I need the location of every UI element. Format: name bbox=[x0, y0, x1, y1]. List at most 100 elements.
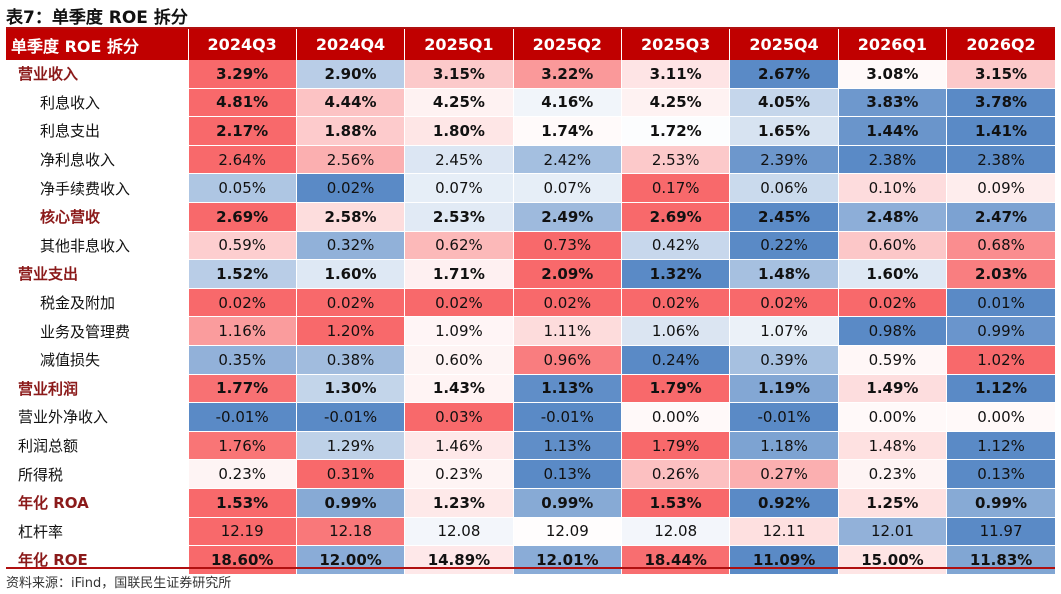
value-cell: 1.18% bbox=[729, 431, 839, 461]
value-cell: 1.12% bbox=[946, 374, 1055, 404]
value-cell: 1.23% bbox=[404, 488, 514, 518]
value-cell: 2.38% bbox=[838, 145, 948, 175]
value-cell: -0.01% bbox=[296, 402, 406, 432]
value-cell: 0.31% bbox=[296, 459, 406, 489]
row-label: 年化 ROE bbox=[6, 545, 189, 575]
value-cell: 1.30% bbox=[296, 374, 406, 404]
value-cell: 1.52% bbox=[188, 259, 297, 289]
value-cell: 0.06% bbox=[729, 173, 839, 203]
value-cell: 2.47% bbox=[946, 202, 1055, 232]
value-cell: 1.79% bbox=[621, 374, 731, 404]
value-cell: 1.80% bbox=[404, 116, 514, 146]
value-cell: 4.81% bbox=[188, 88, 297, 118]
header-period: 2026Q1 bbox=[838, 29, 948, 60]
table-row: 所得税 0.23% 0.31% 0.23% 0.13% 0.26% 0.27% 0.23% 0.… bbox=[6, 459, 1055, 489]
header-row: 单季度 ROE 拆分 2024Q3 2024Q4 2025Q1 2025Q2 2… bbox=[6, 29, 1055, 60]
value-cell: 11.09% bbox=[729, 545, 839, 575]
value-cell: 4.25% bbox=[621, 88, 731, 118]
row-label: 营业收入 bbox=[6, 60, 189, 89]
value-cell: 0.02% bbox=[188, 288, 297, 318]
value-cell: 2.42% bbox=[513, 145, 623, 175]
value-cell: 0.00% bbox=[838, 402, 948, 432]
value-cell: 1.88% bbox=[296, 116, 406, 146]
table-row: 减值损失 0.35% 0.38% 0.60% 0.96% 0.24% 0.39% 0.59% 1… bbox=[6, 345, 1055, 375]
value-cell: 12.19 bbox=[188, 517, 297, 547]
table-row: 核心营收 2.69% 2.58% 2.53% 2.49% 2.69% 2.45% 2.48% 2… bbox=[6, 202, 1055, 232]
table-row: 营业收入 3.29% 2.90% 3.15% 3.22% 3.11% 2.67% 3.08% 3… bbox=[6, 60, 1055, 89]
value-cell: 0.73% bbox=[513, 231, 623, 261]
value-cell: 14.89% bbox=[404, 545, 514, 575]
value-cell: 1.48% bbox=[729, 259, 839, 289]
value-cell: 2.38% bbox=[946, 145, 1055, 175]
value-cell: 2.03% bbox=[946, 259, 1055, 289]
row-label: 减值损失 bbox=[6, 345, 189, 375]
value-cell: 1.25% bbox=[838, 488, 948, 518]
value-cell: 1.53% bbox=[621, 488, 731, 518]
value-cell: 0.24% bbox=[621, 345, 731, 375]
value-cell: 2.45% bbox=[729, 202, 839, 232]
value-cell: 1.13% bbox=[513, 431, 623, 461]
value-cell: 2.64% bbox=[188, 145, 297, 175]
value-cell: 3.08% bbox=[838, 60, 948, 89]
value-cell: 1.74% bbox=[513, 116, 623, 146]
value-cell: 2.69% bbox=[621, 202, 731, 232]
value-cell: 2.69% bbox=[188, 202, 297, 232]
value-cell: -0.01% bbox=[729, 402, 839, 432]
value-cell: -0.01% bbox=[188, 402, 297, 432]
value-cell: 1.71% bbox=[404, 259, 514, 289]
value-cell: 3.15% bbox=[404, 60, 514, 89]
row-label: 营业利润 bbox=[6, 374, 189, 404]
value-cell: 3.11% bbox=[621, 60, 731, 89]
value-cell: 12.08 bbox=[404, 517, 514, 547]
value-cell: 0.42% bbox=[621, 231, 731, 261]
value-cell: 1.77% bbox=[188, 374, 297, 404]
value-cell: 4.16% bbox=[513, 88, 623, 118]
value-cell: 1.60% bbox=[838, 259, 948, 289]
table-header: 单季度 ROE 拆分 2024Q3 2024Q4 2025Q1 2025Q2 2… bbox=[6, 29, 1055, 60]
value-cell: 0.02% bbox=[296, 173, 406, 203]
table-body: 营业收入 3.29% 2.90% 3.15% 3.22% 3.11% 2.67% 3.08% 3… bbox=[6, 60, 1055, 575]
value-cell: 2.58% bbox=[296, 202, 406, 232]
value-cell: 1.53% bbox=[188, 488, 297, 518]
value-cell: 0.99% bbox=[946, 316, 1055, 346]
table-row: 利息支出 2.17% 1.88% 1.80% 1.74% 1.72% 1.65% 1.44% 1… bbox=[6, 116, 1055, 146]
value-cell: 1.29% bbox=[296, 431, 406, 461]
value-cell: 0.62% bbox=[404, 231, 514, 261]
value-cell: 0.60% bbox=[404, 345, 514, 375]
table-row: 利息收入 4.81% 4.44% 4.25% 4.16% 4.25% 4.05% 3.83% 3… bbox=[6, 88, 1055, 118]
value-cell: 0.99% bbox=[296, 488, 406, 518]
value-cell: 1.44% bbox=[838, 116, 948, 146]
value-cell: 2.90% bbox=[296, 60, 406, 89]
row-label: 利息支出 bbox=[6, 116, 189, 146]
value-cell: 0.59% bbox=[838, 345, 948, 375]
value-cell: 0.92% bbox=[729, 488, 839, 518]
header-period: 2024Q3 bbox=[188, 29, 297, 60]
row-label: 年化 ROA bbox=[6, 488, 189, 518]
table-row: 营业支出 1.52% 1.60% 1.71% 2.09% 1.32% 1.48% 1.60% 2… bbox=[6, 259, 1055, 289]
bottom-rule bbox=[6, 567, 1055, 569]
value-cell: 0.07% bbox=[513, 173, 623, 203]
value-cell: 0.99% bbox=[513, 488, 623, 518]
table-row: 利润总额 1.76% 1.29% 1.46% 1.13% 1.79% 1.18% 1.48% 1… bbox=[6, 431, 1055, 461]
row-label: 营业支出 bbox=[6, 259, 189, 289]
value-cell: 0.27% bbox=[729, 459, 839, 489]
value-cell: 0.38% bbox=[296, 345, 406, 375]
value-cell: 0.02% bbox=[296, 288, 406, 318]
value-cell: 2.67% bbox=[729, 60, 839, 89]
value-cell: 0.02% bbox=[621, 288, 731, 318]
value-cell: 12.01 bbox=[838, 517, 948, 547]
value-cell: 0.10% bbox=[838, 173, 948, 203]
value-cell: 0.05% bbox=[188, 173, 297, 203]
value-cell: 0.68% bbox=[946, 231, 1055, 261]
value-cell: 2.48% bbox=[838, 202, 948, 232]
value-cell: 3.15% bbox=[946, 60, 1055, 89]
value-cell: 4.05% bbox=[729, 88, 839, 118]
table-row: 年化 ROE 18.60% 12.00% 14.89% 12.01% 18.44% 11.0… bbox=[6, 545, 1055, 575]
table-row: 其他非息收入 0.59% 0.32% 0.62% 0.73% 0.42% 0.22% 0.60… bbox=[6, 231, 1055, 261]
value-cell: 3.83% bbox=[838, 88, 948, 118]
value-cell: 1.19% bbox=[729, 374, 839, 404]
roe-breakdown-table-container: 单季度 ROE 拆分 2024Q3 2024Q4 2025Q1 2025Q2 2… bbox=[6, 29, 1055, 575]
value-cell: 0.07% bbox=[404, 173, 514, 203]
value-cell: 0.22% bbox=[729, 231, 839, 261]
table-row: 税金及附加 0.02% 0.02% 0.02% 0.02% 0.02% 0.02% 0.02%… bbox=[6, 288, 1055, 318]
